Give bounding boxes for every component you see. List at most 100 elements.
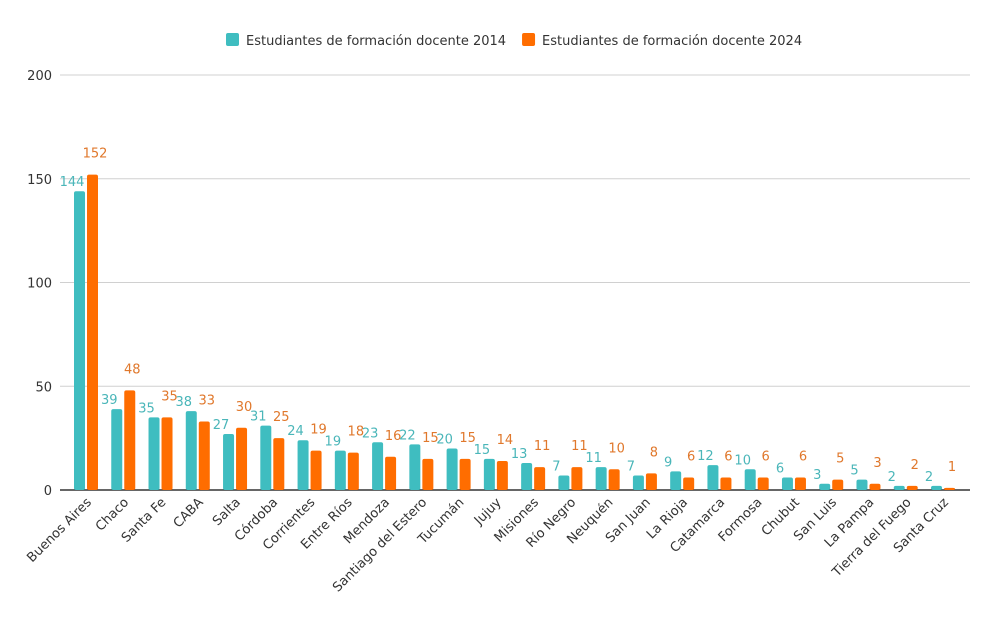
bar-2024 <box>198 421 210 490</box>
data-label: 144 <box>60 175 85 190</box>
data-label: 6 <box>776 462 784 477</box>
x-tick-label: Jujuy <box>471 495 505 529</box>
data-label: 16 <box>385 429 402 444</box>
data-label: 15 <box>422 431 439 446</box>
data-label: 35 <box>161 389 178 404</box>
data-label: 2 <box>925 470 933 485</box>
data-label: 19 <box>310 423 327 438</box>
bar-2014 <box>260 425 272 490</box>
data-label: 6 <box>799 450 807 465</box>
bar-2024 <box>832 479 844 490</box>
legend-swatch <box>226 33 239 46</box>
data-label: 6 <box>762 450 770 465</box>
bar-2014 <box>632 475 644 490</box>
bar-2014 <box>707 465 719 490</box>
data-label: 20 <box>436 433 453 448</box>
data-label: 24 <box>287 424 304 439</box>
legend-label: Estudiantes de formación docente 2024 <box>542 34 802 49</box>
bar-2024 <box>422 458 434 490</box>
x-tick-label: Buenos Aires <box>24 495 95 566</box>
bar-2024 <box>683 477 695 490</box>
data-label: 2 <box>888 470 896 485</box>
bar-2024 <box>608 469 620 490</box>
bar-2014 <box>670 471 682 490</box>
data-label: 39 <box>101 393 118 408</box>
data-label: 35 <box>138 401 155 416</box>
bar-2024 <box>869 483 881 490</box>
bar-2024 <box>161 417 173 490</box>
bar-2014 <box>297 440 309 490</box>
bar-2024 <box>757 477 769 490</box>
data-label: 23 <box>362 426 379 441</box>
bar-2014 <box>148 417 160 490</box>
bar-2024 <box>347 452 359 490</box>
data-label: 18 <box>348 425 365 440</box>
bar-2014 <box>744 469 756 490</box>
bar-2014 <box>223 433 235 490</box>
data-label: 5 <box>836 452 844 467</box>
bar-2024 <box>906 485 918 490</box>
data-label: 22 <box>399 428 416 443</box>
data-label: 25 <box>273 410 290 425</box>
data-label: 33 <box>199 394 216 409</box>
data-label: 11 <box>585 451 602 466</box>
data-label: 11 <box>534 439 551 454</box>
bar-2024 <box>720 477 732 490</box>
data-label: 13 <box>511 447 528 462</box>
bar-2014 <box>334 450 346 490</box>
data-label: 7 <box>627 459 635 474</box>
bar-2014 <box>446 448 458 490</box>
data-label: 10 <box>734 453 751 468</box>
bar-2014 <box>558 475 570 490</box>
y-tick-label: 100 <box>27 277 52 292</box>
bar-2024 <box>459 458 471 490</box>
x-tick-label: CABA <box>171 495 207 531</box>
data-label: 3 <box>873 456 881 471</box>
x-tick-label: Salta <box>210 495 244 529</box>
data-label: 11 <box>571 439 588 454</box>
bar-2014 <box>893 485 905 490</box>
data-label: 27 <box>213 418 230 433</box>
bar-2024 <box>310 450 322 490</box>
bar-2014 <box>595 467 607 490</box>
bar-2014 <box>409 444 421 490</box>
data-label: 30 <box>236 400 253 415</box>
bar-2014 <box>372 442 384 490</box>
legend-swatch <box>522 33 536 46</box>
bar-2014 <box>111 409 123 490</box>
bar-2014 <box>74 191 85 490</box>
y-tick-label: 150 <box>27 173 52 188</box>
bar-2014 <box>931 485 942 490</box>
data-label: 1 <box>948 460 956 475</box>
y-tick-label: 50 <box>35 380 52 395</box>
bar-2024 <box>944 487 955 490</box>
bar-2024 <box>124 390 136 490</box>
data-label: 19 <box>325 435 342 450</box>
data-label: 5 <box>850 464 858 479</box>
bar-2014 <box>521 463 533 490</box>
data-label: 31 <box>250 410 267 425</box>
bar-2014 <box>781 477 793 490</box>
data-label: 9 <box>664 455 672 470</box>
data-label: 8 <box>650 445 658 460</box>
bar-2024 <box>534 467 546 490</box>
bar-2024 <box>236 427 248 490</box>
y-tick-label: 200 <box>27 69 52 84</box>
data-label: 10 <box>608 441 625 456</box>
bar-2014 <box>483 458 495 490</box>
y-tick-label: 0 <box>44 484 52 499</box>
bar-2024 <box>571 467 583 490</box>
bar-2014 <box>819 483 831 490</box>
bar-2024 <box>273 438 285 490</box>
data-label: 7 <box>552 459 560 474</box>
data-label: 38 <box>176 395 193 410</box>
data-label: 152 <box>83 147 108 162</box>
legend-label: Estudiantes de formación docente 2014 <box>246 34 506 49</box>
data-label: 2 <box>911 458 919 473</box>
data-label: 48 <box>124 362 141 377</box>
bar-2024 <box>496 460 508 490</box>
bar-2024 <box>87 174 98 490</box>
bar-2014 <box>856 479 868 490</box>
